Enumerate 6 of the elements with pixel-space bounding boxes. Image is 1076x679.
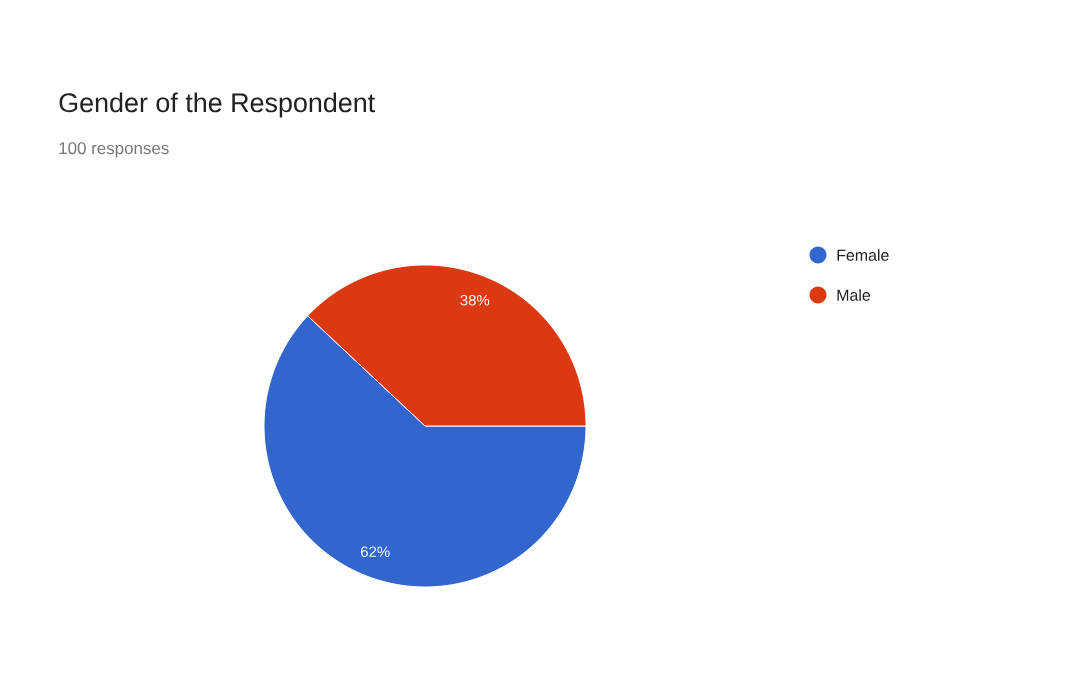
data-label: 62%: [361, 546, 390, 558]
legend-label: Female: [837, 249, 889, 261]
legend-label: Male: [837, 289, 871, 301]
chart-title: Gender of the Respondent: [59, 92, 375, 118]
data-label: 38%: [460, 294, 490, 306]
text: 100 responses: [59, 142, 169, 158]
